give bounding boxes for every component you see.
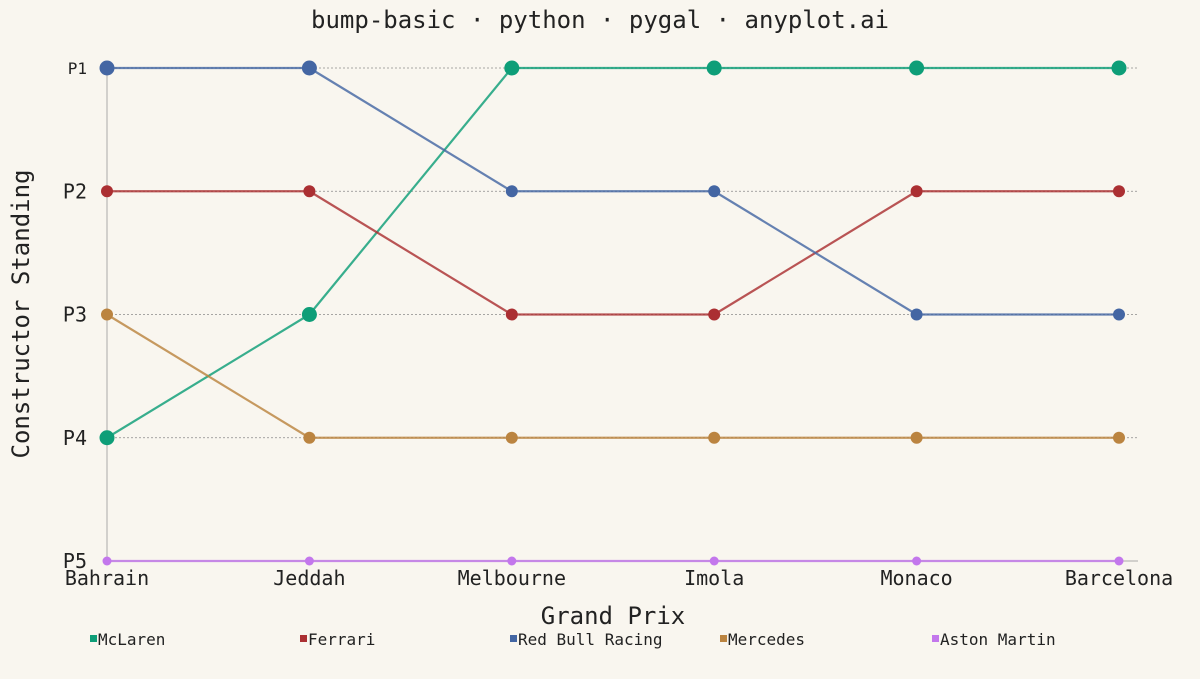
data-point-red-bull-racing[interactable] [505,185,518,198]
legend-label: Red Bull Racing [518,630,663,649]
series-line-ferrari [107,190,1119,316]
data-point-red-bull-racing[interactable] [910,308,923,321]
legend-swatch [90,635,97,642]
x-tick-label: Jeddah [273,566,345,590]
data-point-mclaren[interactable] [301,307,317,322]
y-axis-title: Constructor Standing [7,170,35,459]
legend-label: Ferrari [308,630,375,649]
data-point-mercedes[interactable] [708,431,721,444]
x-tick-label: Imola [684,566,744,590]
data-point-red-bull-racing[interactable] [1113,308,1125,321]
data-point-ferrari[interactable] [101,185,113,198]
data-point-mclaren[interactable] [909,60,925,76]
legend-swatch [720,635,727,642]
data-point-mclaren[interactable] [706,60,722,76]
data-point-red-bull-racing[interactable] [99,60,115,76]
data-point-ferrari[interactable] [1113,185,1125,198]
y-tick-label: P2 [63,179,87,203]
data-point-mercedes[interactable] [505,431,518,444]
legend-item-ferrari[interactable]: Ferrari [300,630,375,649]
x-tick-label: Monaco [880,566,952,590]
y-tick-label: P5 [63,549,87,573]
data-point-mercedes[interactable] [910,431,923,444]
data-point-mercedes[interactable] [101,308,113,321]
data-point-ferrari[interactable] [910,185,923,198]
x-tick-label: Bahrain [65,566,149,590]
series-line-red-bull-racing [107,66,1119,316]
data-point-mclaren[interactable] [99,430,115,446]
legend-label: McLaren [98,630,165,649]
data-point-aston-martin[interactable] [709,556,719,566]
legend-item-mclaren[interactable]: McLaren [90,630,165,649]
chart-title: bump-basic · python · pygal · anyplot.ai [311,6,889,34]
x-tick-label: Barcelona [1065,566,1173,590]
data-point-mclaren[interactable] [504,60,520,76]
legend: McLaren Ferrari Red Bull Racing Mercedes Ast… [90,630,1056,649]
data-point-aston-martin[interactable] [912,556,922,566]
data-point-ferrari[interactable] [505,308,518,321]
x-axis-title: Grand Prix [541,602,686,630]
legend-swatch [510,635,517,642]
y-tick-label: P3 [63,303,87,327]
data-point-aston-martin[interactable] [507,556,517,566]
series-line-mclaren [106,66,1119,439]
legend-swatch [932,635,939,642]
data-point-mercedes[interactable] [303,431,316,444]
data-points [99,60,1127,566]
data-point-mclaren[interactable] [1111,60,1127,76]
y-tick-label: P1 [68,59,87,78]
legend-swatch [300,635,307,642]
data-point-ferrari[interactable] [708,308,721,321]
legend-label: Aston Martin [940,630,1056,649]
series-line-mercedes [106,313,1119,439]
legend-item-red-bull-racing[interactable]: Red Bull Racing [510,630,663,649]
data-point-red-bull-racing[interactable] [301,60,317,76]
data-point-ferrari[interactable] [303,185,316,198]
y-tick-label: P4 [63,426,87,450]
legend-label: Mercedes [728,630,805,649]
legend-item-mercedes[interactable]: Mercedes [720,630,805,649]
x-tick-label: Melbourne [458,566,566,590]
data-point-aston-martin[interactable] [304,556,314,566]
data-point-red-bull-racing[interactable] [708,185,721,198]
data-point-aston-martin[interactable] [102,556,112,566]
series-lines [106,66,1119,563]
legend-item-aston-martin[interactable]: Aston Martin [932,630,1056,649]
data-point-mercedes[interactable] [1113,431,1125,444]
data-point-aston-martin[interactable] [1114,556,1124,566]
